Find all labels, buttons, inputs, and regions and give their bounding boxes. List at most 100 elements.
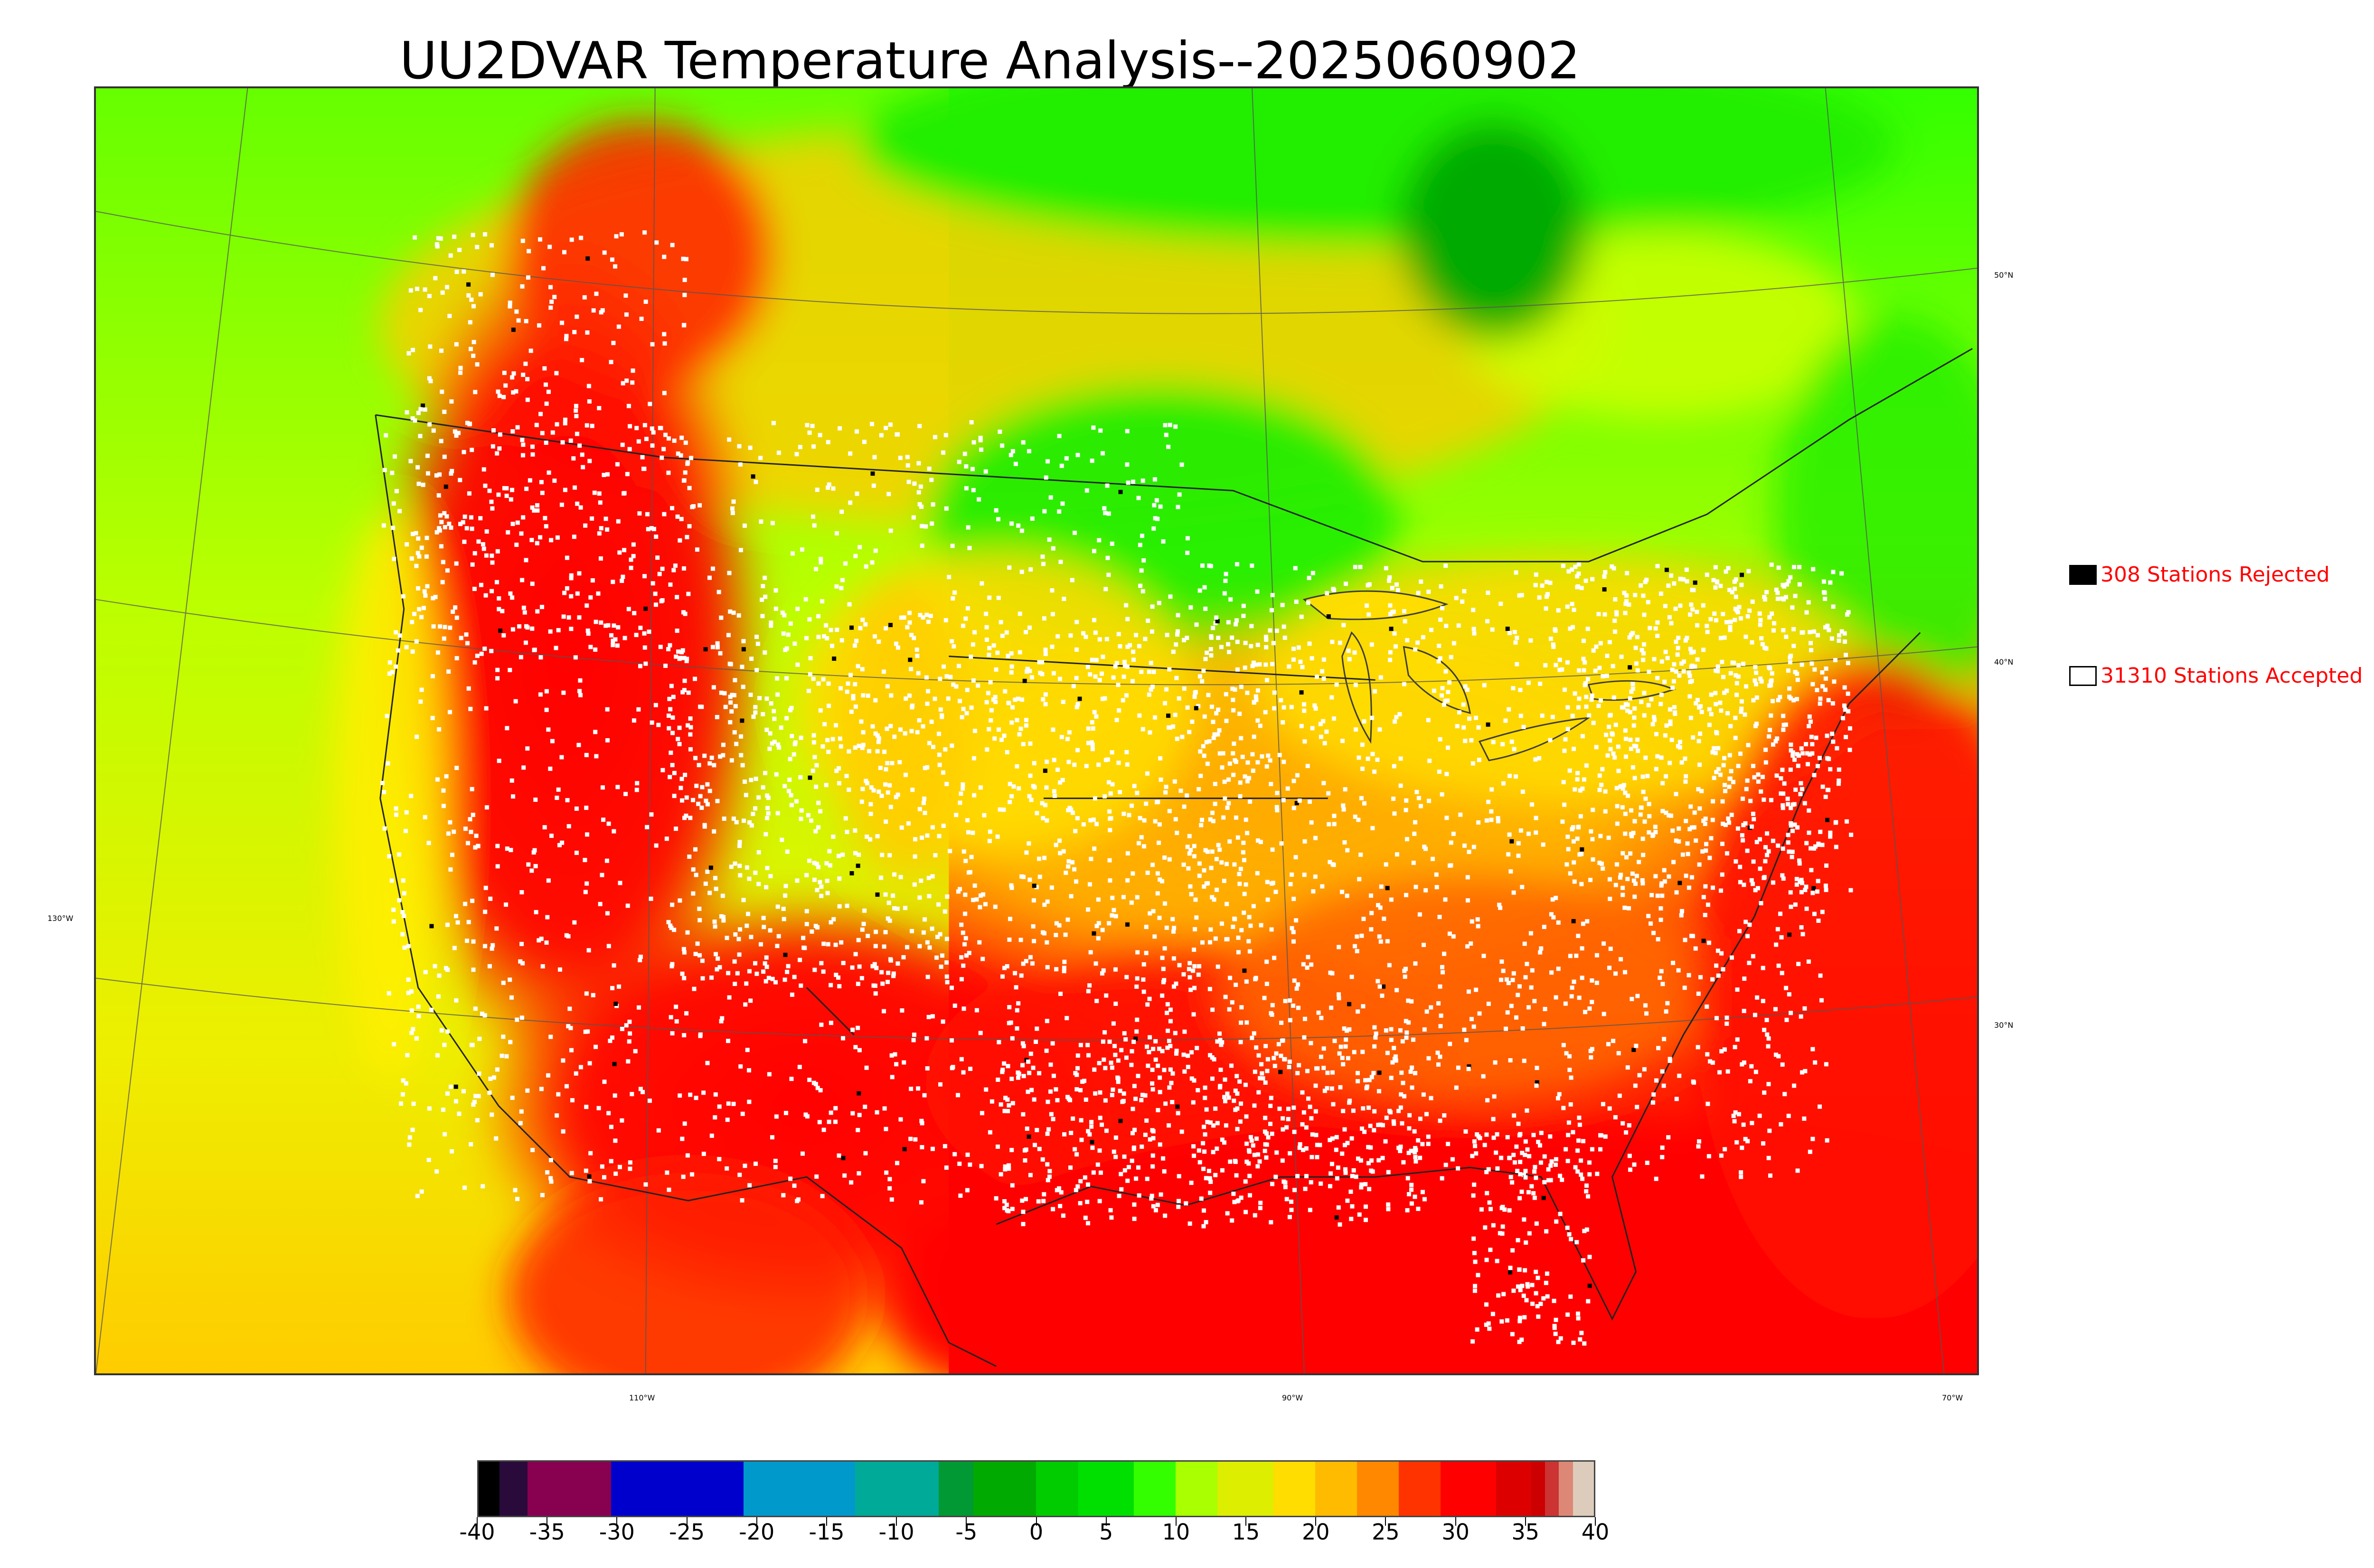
station-accepted [837,876,842,881]
station-accepted [1173,424,1178,429]
temperature-map[interactable] [94,86,1979,1375]
station-accepted [879,793,884,798]
station-accepted [754,1161,758,1166]
station-accepted [1407,1113,1412,1117]
station-accepted [820,599,825,603]
station-accepted [1065,917,1070,922]
station-accepted [480,1184,485,1189]
station-accepted [693,847,697,852]
station-accepted [693,952,698,956]
station-accepted [1629,747,1633,751]
station-accepted [462,269,466,274]
station-accepted [1786,1114,1791,1118]
station-rejected [1166,714,1171,718]
station-accepted [1607,966,1611,970]
station-accepted [1362,1129,1367,1134]
station-accepted [768,928,772,933]
station-accepted [1131,649,1136,654]
station-accepted [829,920,833,925]
station-accepted [1488,1248,1493,1252]
station-accepted [523,640,528,645]
station-accepted [739,734,744,739]
station-accepted [1575,1148,1580,1153]
station-accepted [1790,828,1795,833]
station-accepted [1275,790,1280,795]
station-accepted [694,783,699,788]
station-accepted [1556,608,1561,613]
station-accepted [1360,1050,1365,1054]
station-accepted [1032,761,1036,766]
station-accepted [586,384,591,388]
station-accepted [1792,822,1797,827]
station-accepted [1167,725,1171,730]
station-accepted [1338,1044,1343,1049]
station-accepted [780,610,785,615]
station-accepted [490,506,495,511]
station-accepted [1738,864,1743,869]
station-accepted [1321,1046,1326,1051]
station-accepted [1206,1169,1211,1174]
station-accepted [1215,964,1220,969]
station-accepted [1632,1162,1637,1167]
station-accepted [1671,960,1676,965]
station-accepted [766,796,771,800]
station-accepted [1576,825,1581,829]
station-accepted [683,441,688,445]
station-accepted [1718,700,1723,705]
station-accepted [1705,1101,1710,1106]
station-accepted [1763,597,1767,602]
station-accepted [811,444,816,449]
station-accepted [812,523,817,528]
station-accepted [1172,779,1177,784]
station-accepted [1033,1143,1037,1147]
station-accepted [1222,1095,1227,1099]
station-accepted [514,309,519,314]
station-accepted [1598,641,1603,646]
station-accepted [1525,1282,1530,1286]
station-accepted [884,1127,888,1131]
station-accepted [1807,830,1811,835]
station-accepted [1696,739,1701,743]
station-accepted [1584,1183,1589,1188]
station-accepted [1758,837,1762,842]
station-accepted [811,740,816,745]
station-accepted [590,578,595,583]
station-accepted [434,530,439,535]
station-accepted [1799,1070,1804,1075]
station-accepted [453,914,458,919]
station-accepted [1436,1062,1441,1067]
station-accepted [888,805,893,809]
station-accepted [535,508,540,513]
station-accepted [1674,792,1678,797]
station-accepted [1235,639,1240,644]
station-accepted [912,481,917,486]
station-accepted [1116,683,1121,687]
station-accepted [1256,1090,1261,1095]
station-accepted [1212,897,1216,902]
station-accepted [510,375,515,380]
station-accepted [1829,636,1834,641]
station-accepted [449,399,454,404]
station-accepted [743,1002,748,1007]
station-accepted [1662,879,1667,884]
station-accepted [1214,615,1219,620]
station-accepted [747,876,752,881]
station-accepted [747,1099,752,1104]
station-accepted [1388,657,1393,662]
station-accepted [971,756,976,761]
station-accepted [666,714,671,718]
station-accepted [1562,687,1567,692]
station-accepted [1069,894,1074,899]
station-accepted [912,882,917,887]
station-accepted [818,1088,823,1093]
station-accepted [448,820,452,825]
station-accepted [1349,1217,1354,1221]
station-accepted [520,284,525,289]
station-accepted [838,744,843,749]
station-accepted [1614,786,1619,790]
station-accepted [1824,1062,1828,1067]
temperature-field[interactable] [96,88,1977,1373]
station-accepted [1110,895,1115,900]
colorbar-tick [616,1517,618,1526]
station-accepted [1731,779,1735,784]
